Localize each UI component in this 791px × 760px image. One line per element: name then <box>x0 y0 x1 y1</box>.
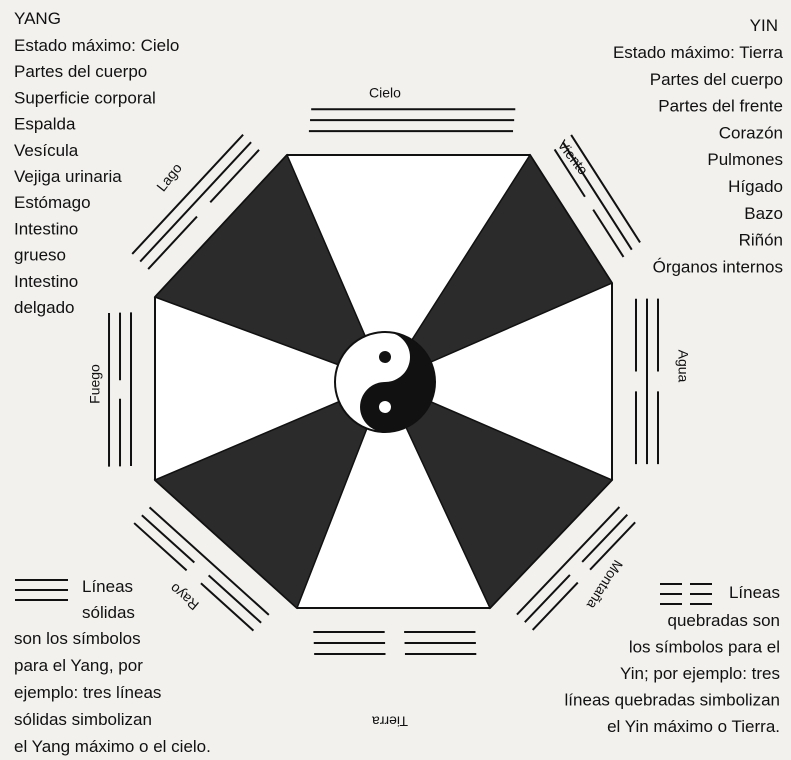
trigram-line <box>207 574 262 624</box>
dark-wedge <box>383 153 614 384</box>
yin-title: YIN <box>750 16 778 35</box>
yang-line: Vesícula <box>14 141 79 160</box>
trigram-line <box>133 522 188 572</box>
trigram-line <box>589 521 636 571</box>
trigram-line <box>531 581 579 631</box>
yin-line: Pulmones <box>707 150 783 169</box>
legend-yin-line: Líneas <box>729 583 780 602</box>
yang-line: Estado máximo: Cielo <box>14 36 179 55</box>
yang-line: Partes del cuerpo <box>14 62 147 81</box>
yin-line: Estado máximo: Tierra <box>613 43 784 62</box>
yang-line: Superficie corporal <box>14 88 156 107</box>
trigram-line <box>141 514 195 564</box>
yin-line: Órganos internos <box>653 257 783 276</box>
trigram-line <box>200 582 255 632</box>
legend-yin-line: el Yin máximo o Tierra. <box>607 717 780 736</box>
legend-yang-line: para el Yang, por <box>14 656 143 675</box>
yang-title: YANG <box>14 9 61 28</box>
yang-line: Espalda <box>14 115 76 134</box>
yang-line: Estómago <box>14 193 91 212</box>
yin-line: Bazo <box>744 204 783 223</box>
trigram-line <box>570 134 641 243</box>
legend-yin-line: líneas quebradas simbolizan <box>565 691 780 710</box>
trigram-label: Agua <box>675 350 691 383</box>
yang-line: grueso <box>14 246 66 265</box>
yang-line: Intestino <box>14 219 78 238</box>
legend-yang-line: ejemplo: tres líneas <box>14 683 161 702</box>
legend-yang-line: son los símbolos <box>14 629 141 648</box>
trigram-label: Fuego <box>87 364 103 404</box>
trigram-line <box>516 506 621 616</box>
trigram-line <box>524 574 571 623</box>
yin-line: Partes del cuerpo <box>650 70 783 89</box>
yin-line: Corazón <box>719 123 783 142</box>
yin-yang-dot <box>379 351 391 363</box>
legend-yin-line: Yin; por ejemplo: tres <box>620 664 780 683</box>
dark-wedge <box>383 380 614 610</box>
trigram-line <box>147 215 198 270</box>
trigram-label: Cielo <box>369 85 401 101</box>
yin-line: Partes del frente <box>658 97 783 116</box>
yin-line: Riñón <box>739 231 783 250</box>
trigram-line <box>139 141 252 263</box>
legend-yin-line: quebradas son <box>668 611 780 630</box>
legend-yang-line: el Yang máximo o el cielo. <box>14 737 211 756</box>
yang-line: delgado <box>14 298 75 317</box>
legend-yin-line: los símbolos para el <box>629 638 780 657</box>
yang-line: Vejiga urinaria <box>14 167 122 186</box>
yin-yang-dark <box>360 332 435 432</box>
legend-yang-line: sólidas simbolizan <box>14 710 152 729</box>
trigram-line <box>553 148 586 198</box>
trigram-label: Tierra <box>372 713 408 729</box>
yin-yang-dot <box>379 401 391 413</box>
trigram-line <box>148 506 270 616</box>
yin-line: Hígado <box>728 177 783 196</box>
legend-yang-line: sólidas <box>82 603 135 622</box>
dark-wedge <box>153 380 387 610</box>
dark-wedge <box>153 153 387 384</box>
trigram-line <box>209 149 260 203</box>
trigram-line <box>592 209 625 258</box>
trigram-line <box>131 133 244 255</box>
trigram-line <box>562 141 633 251</box>
legend-yang-line: Líneas <box>82 577 133 596</box>
trigram-line <box>581 513 629 563</box>
yang-line: Intestino <box>14 272 78 291</box>
